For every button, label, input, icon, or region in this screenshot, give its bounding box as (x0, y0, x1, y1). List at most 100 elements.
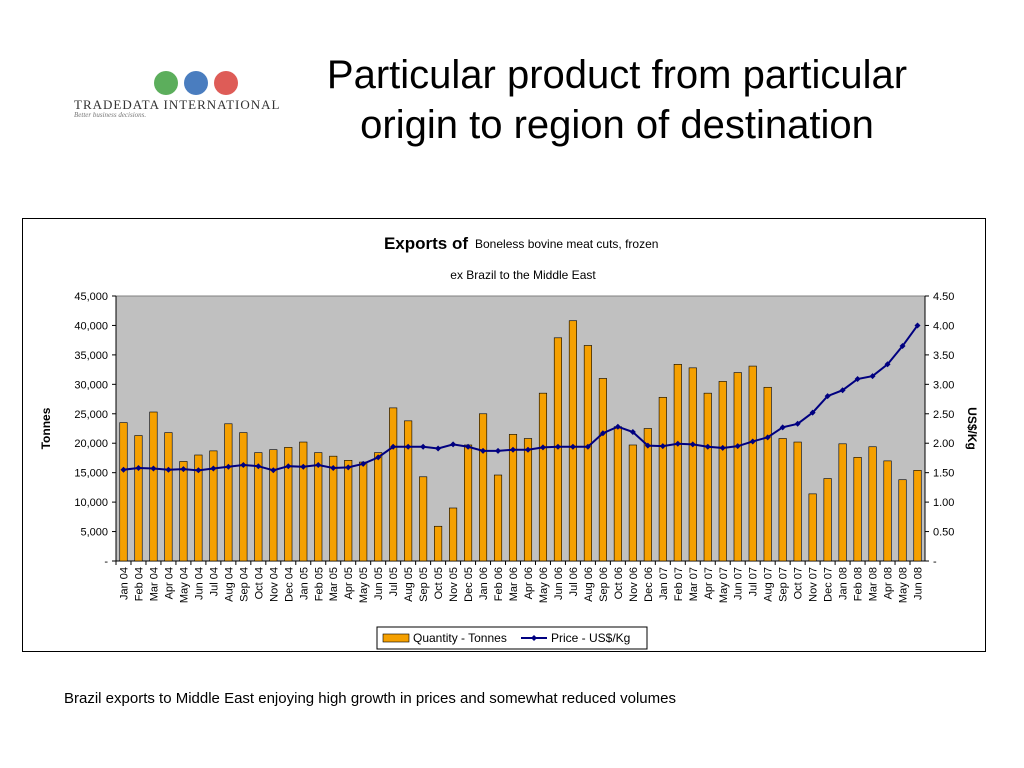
quantity-bar (808, 493, 817, 562)
x-tick-label: Apr 06 (523, 567, 535, 599)
x-tick-label: Sep 07 (778, 567, 790, 602)
y-axis-left-label: Tonnes (39, 407, 53, 449)
x-tick-label: May 07 (718, 567, 730, 603)
x-tick-label: Jul 06 (568, 567, 580, 596)
price-point (599, 430, 606, 437)
x-tick-label: Dec 07 (823, 567, 835, 602)
quantity-bar (269, 449, 278, 562)
quantity-bar (224, 423, 233, 562)
globe-icons (154, 71, 238, 95)
x-tick-label: Jul 04 (208, 567, 220, 596)
quantity-bar (508, 434, 518, 562)
price-point (330, 464, 337, 471)
x-tick-label: Dec 04 (283, 567, 295, 602)
y-left-tick-label: 30,000 (74, 379, 108, 391)
price-point (899, 343, 906, 350)
x-tick-label: May 06 (538, 567, 550, 603)
y-left-tick-label: 40,000 (74, 320, 108, 332)
price-point (914, 322, 921, 329)
quantity-bar (823, 478, 832, 562)
quantity-bar (164, 432, 173, 562)
quantity-bar (673, 364, 682, 562)
x-tick-label: Jun 04 (193, 567, 205, 600)
price-point (270, 467, 277, 474)
quantity-bar (733, 372, 742, 562)
price-point (539, 444, 546, 451)
x-tick-label: Dec 05 (463, 567, 475, 602)
quantity-bar (329, 455, 338, 562)
quantity-bar (883, 460, 892, 562)
x-tick-label: Feb 06 (493, 567, 505, 601)
y-right-tick-label: 1.00 (933, 497, 954, 509)
price-point (300, 463, 307, 470)
quantity-bar (119, 422, 128, 562)
x-tick-label: Mar 04 (148, 567, 160, 601)
logo-tagline: Better business decisions. (74, 111, 147, 119)
price-point (674, 440, 681, 447)
price-point (435, 445, 442, 452)
quantity-bar (239, 432, 248, 562)
x-tick-label: Oct 04 (253, 567, 265, 599)
x-tick-label: Jan 07 (658, 567, 670, 600)
price-point (285, 463, 292, 470)
globe-green-icon (154, 71, 178, 95)
price-point (749, 438, 756, 445)
quantity-bar (194, 454, 203, 562)
quantity-bar (703, 392, 712, 562)
quantity-bar (179, 461, 188, 562)
y-axis-right-label: US$/Kg (965, 407, 979, 450)
price-point (375, 454, 382, 461)
y-right-tick-label: - (933, 556, 937, 568)
x-tick-label: Feb 05 (313, 567, 325, 601)
price-point (704, 443, 711, 450)
x-tick-label: Sep 04 (238, 567, 250, 602)
quantity-bar (793, 441, 802, 562)
quantity-bar (404, 420, 413, 562)
plot-area (115, 295, 926, 562)
x-tick-label: Feb 07 (673, 567, 685, 601)
quantity-bar (254, 452, 263, 562)
slide-title-line-2: origin to region of destination (360, 103, 874, 147)
company-logo: TRADEDATA INTERNATIONAL Better business … (70, 66, 279, 126)
quantity-bar (748, 365, 757, 562)
price-point (420, 443, 427, 450)
price-point (884, 361, 891, 368)
price-point (869, 373, 876, 380)
quantity-bar (583, 345, 592, 562)
price-point (584, 443, 591, 450)
logo-brand-text: TRADEDATA INTERNATIONAL (74, 97, 281, 112)
chart-frame: Exports of Boneless bovine meat cuts, fro… (22, 218, 986, 652)
quantity-bar (718, 381, 727, 562)
price-point (689, 441, 696, 448)
price-point (734, 443, 741, 450)
price-point (824, 393, 831, 400)
x-tick-label: Mar 07 (688, 567, 700, 601)
price-point (315, 462, 322, 469)
chart-title-product: Boneless bovine meat cuts, frozen (475, 237, 658, 251)
x-tick-label: Nov 05 (448, 567, 460, 602)
quantity-bar (853, 457, 862, 562)
legend-label-price: Price - US$/Kg (551, 631, 630, 645)
x-tick-label: Mar 08 (868, 567, 880, 601)
price-point (405, 443, 412, 450)
x-tick-label: Aug 06 (583, 567, 595, 602)
price-point (629, 429, 636, 436)
price-point (659, 443, 666, 450)
price-point (165, 466, 172, 473)
x-tick-label: Aug 07 (763, 567, 775, 602)
slide-title-line-1: Particular product from particular (326, 53, 908, 97)
price-point (644, 442, 651, 449)
price-point (255, 463, 262, 470)
quantity-bar (493, 474, 503, 562)
price-point (150, 465, 157, 472)
quantity-bar (359, 461, 368, 562)
x-tick-label: Apr 05 (343, 567, 355, 599)
x-tick-label: Jun 08 (913, 567, 925, 600)
price-point (614, 423, 621, 430)
price-point (465, 443, 472, 450)
price-point (569, 443, 576, 450)
quantity-bar (389, 407, 398, 562)
x-tick-label: Apr 04 (163, 567, 175, 599)
price-point (764, 434, 771, 441)
y-left-tick-label: 5,000 (80, 527, 108, 539)
